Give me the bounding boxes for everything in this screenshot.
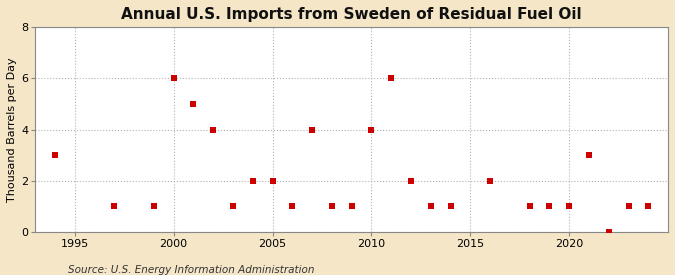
Point xyxy=(445,204,456,208)
Point xyxy=(564,204,574,208)
Point xyxy=(623,204,634,208)
Point xyxy=(584,153,595,157)
Point xyxy=(306,127,317,132)
Title: Annual U.S. Imports from Sweden of Residual Fuel Oil: Annual U.S. Imports from Sweden of Resid… xyxy=(122,7,582,22)
Point xyxy=(109,204,119,208)
Point xyxy=(643,204,653,208)
Point xyxy=(168,76,179,81)
Point xyxy=(425,204,436,208)
Point xyxy=(49,153,60,157)
Point xyxy=(287,204,298,208)
Point xyxy=(544,204,555,208)
Point xyxy=(406,178,416,183)
Point xyxy=(327,204,338,208)
Point xyxy=(346,204,357,208)
Point xyxy=(485,178,495,183)
Point xyxy=(524,204,535,208)
Y-axis label: Thousand Barrels per Day: Thousand Barrels per Day xyxy=(7,57,17,202)
Point xyxy=(603,230,614,234)
Point xyxy=(366,127,377,132)
Text: Source: U.S. Energy Information Administration: Source: U.S. Energy Information Administ… xyxy=(68,265,314,275)
Point xyxy=(247,178,258,183)
Point xyxy=(386,76,397,81)
Point xyxy=(148,204,159,208)
Point xyxy=(188,102,199,106)
Point xyxy=(227,204,238,208)
Point xyxy=(208,127,219,132)
Point xyxy=(267,178,278,183)
